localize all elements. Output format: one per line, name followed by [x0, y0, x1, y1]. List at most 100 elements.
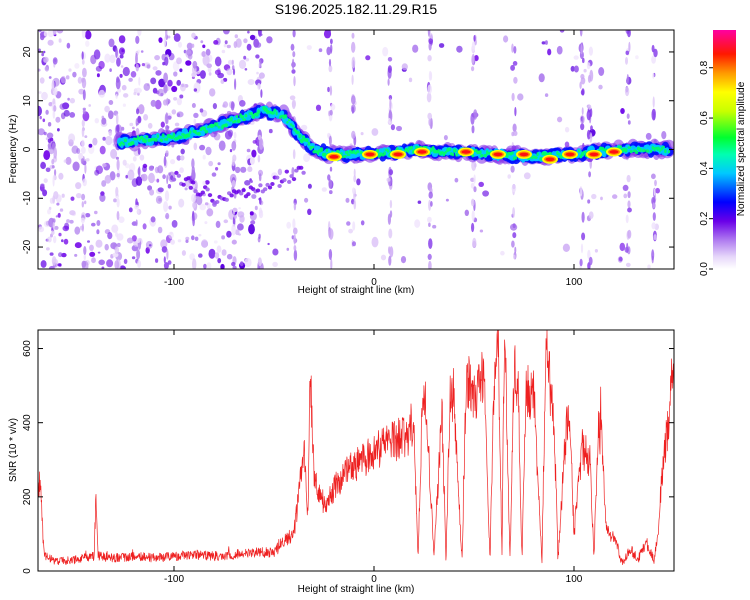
heatmap-streak [258, 207, 263, 217]
heatmap-peak-core [609, 150, 619, 154]
heatmap-ridge-blob [356, 150, 360, 154]
heatmap-speckle [59, 208, 64, 212]
heatmap-streak [115, 231, 118, 237]
heatmap-ridge-blob [165, 137, 169, 141]
heatmap-speckle [95, 165, 103, 174]
heatmap-streak [511, 240, 515, 248]
heatmap-speckle [220, 263, 225, 269]
heatmap-speckle [45, 167, 51, 173]
snr-y-tick-label: 0 [22, 568, 33, 574]
heatmap-speckle [46, 132, 54, 139]
heatmap-ridge-blob [286, 121, 289, 124]
heatmap-streak [387, 78, 390, 86]
heatmap-speckle [98, 89, 106, 98]
heatmap-streak [52, 57, 58, 65]
heatmap-streak [82, 67, 87, 78]
heatmap-speckle [157, 226, 163, 234]
heatmap-speckle [412, 44, 419, 53]
heatmap-speckle [208, 248, 216, 259]
heatmap-speckle [48, 102, 53, 107]
heatmap-speckle [523, 172, 531, 180]
heatmap-streak [625, 57, 628, 65]
heatmap-streak [330, 258, 333, 269]
heatmap-ridge-blob [579, 154, 583, 159]
heatmap-speckle [97, 251, 101, 254]
snr-x-tick-label: 0 [371, 574, 377, 585]
heatmap-ridge-blob [194, 129, 197, 135]
heatmap-speckle [43, 31, 48, 37]
heatmap-ridge-blob [453, 148, 457, 153]
heatmap-speckle [152, 66, 158, 71]
snr-x-axis-label: Height of straight line (km) [298, 584, 415, 595]
heatmap-streak [626, 174, 631, 183]
heatmap-speckle [417, 200, 422, 204]
heatmap-speckle [204, 202, 209, 206]
heatmap-speckle [69, 112, 76, 118]
heatmap-streak [232, 68, 236, 76]
heatmap-ridge-blob [645, 149, 650, 153]
heatmap-streak [259, 138, 264, 151]
heatmap-streak [54, 169, 57, 176]
heatmap-ridge-blob [629, 145, 637, 151]
heatmap-speckle [517, 93, 524, 101]
heatmap-ridge-blob [159, 138, 163, 142]
heatmap-speckle [612, 194, 618, 199]
heatmap-speckle [315, 104, 322, 112]
heatmap-speckle [58, 38, 62, 43]
heatmap-speckle [150, 216, 156, 223]
heatmap-speckle [180, 148, 185, 155]
heatmap-speckle [45, 137, 49, 141]
heatmap-speckle [40, 260, 47, 268]
heatmap-peak-core [365, 152, 375, 157]
heatmap-streak [135, 63, 139, 72]
heatmap-speckle [249, 211, 254, 216]
heatmap-speckle [45, 109, 49, 115]
heatmap-speckle [143, 114, 149, 121]
snr-plot-area [38, 330, 674, 566]
heatmap-streak [328, 249, 333, 260]
heatmap-streak [582, 57, 585, 64]
heatmap-speckle [143, 83, 151, 91]
heatmap-speckle [215, 220, 221, 228]
heatmap-speckle [218, 140, 226, 151]
heatmap-speckle [109, 68, 112, 72]
heatmap-ridge-blob [237, 119, 241, 124]
heatmap-streak [625, 214, 629, 224]
heatmap-speckle [40, 161, 46, 170]
heatmap-speckle [92, 137, 98, 146]
heatmap-streak [654, 179, 657, 187]
heatmap-speckle [243, 55, 247, 60]
heatmap-speckle [38, 91, 42, 94]
heatmap-speckle [99, 193, 106, 202]
heatmap-ridge-blob [557, 152, 561, 156]
heatmap-speckle [155, 70, 162, 76]
heatmap-speckle [176, 57, 182, 65]
heatmap-speckle [167, 260, 172, 265]
heatmap-streak [292, 149, 296, 160]
heatmap-speckle [570, 65, 575, 72]
heatmap-speckle [203, 263, 207, 269]
heatmap-speckle [40, 34, 45, 41]
heatmap-streak [470, 198, 475, 207]
heatmap-peak-core [393, 152, 403, 157]
heatmap-streak [232, 265, 237, 269]
heatmap-speckle [60, 75, 66, 84]
heatmap-ridge-blob [306, 138, 309, 143]
heatmap-peak-core [461, 150, 471, 154]
heatmap-speckle [246, 148, 251, 153]
heatmap-speckle [206, 63, 212, 68]
heatmap-speckle [179, 167, 184, 174]
heatmap-speckle [84, 135, 88, 139]
heatmap-speckle [184, 187, 188, 191]
heatmap-speckle [345, 197, 350, 203]
heatmap-ridge-blob [624, 148, 628, 153]
heatmap-speckle [346, 221, 351, 226]
snr-background [38, 330, 674, 571]
heatmap-streak [51, 256, 57, 266]
heatmap-speckle [591, 193, 597, 200]
heatmap-speckle [227, 129, 234, 137]
heatmap-speckle [201, 51, 206, 57]
heatmap-streak [351, 74, 354, 86]
heatmap-streak [231, 180, 236, 188]
heatmap-branch-blob [287, 179, 292, 184]
